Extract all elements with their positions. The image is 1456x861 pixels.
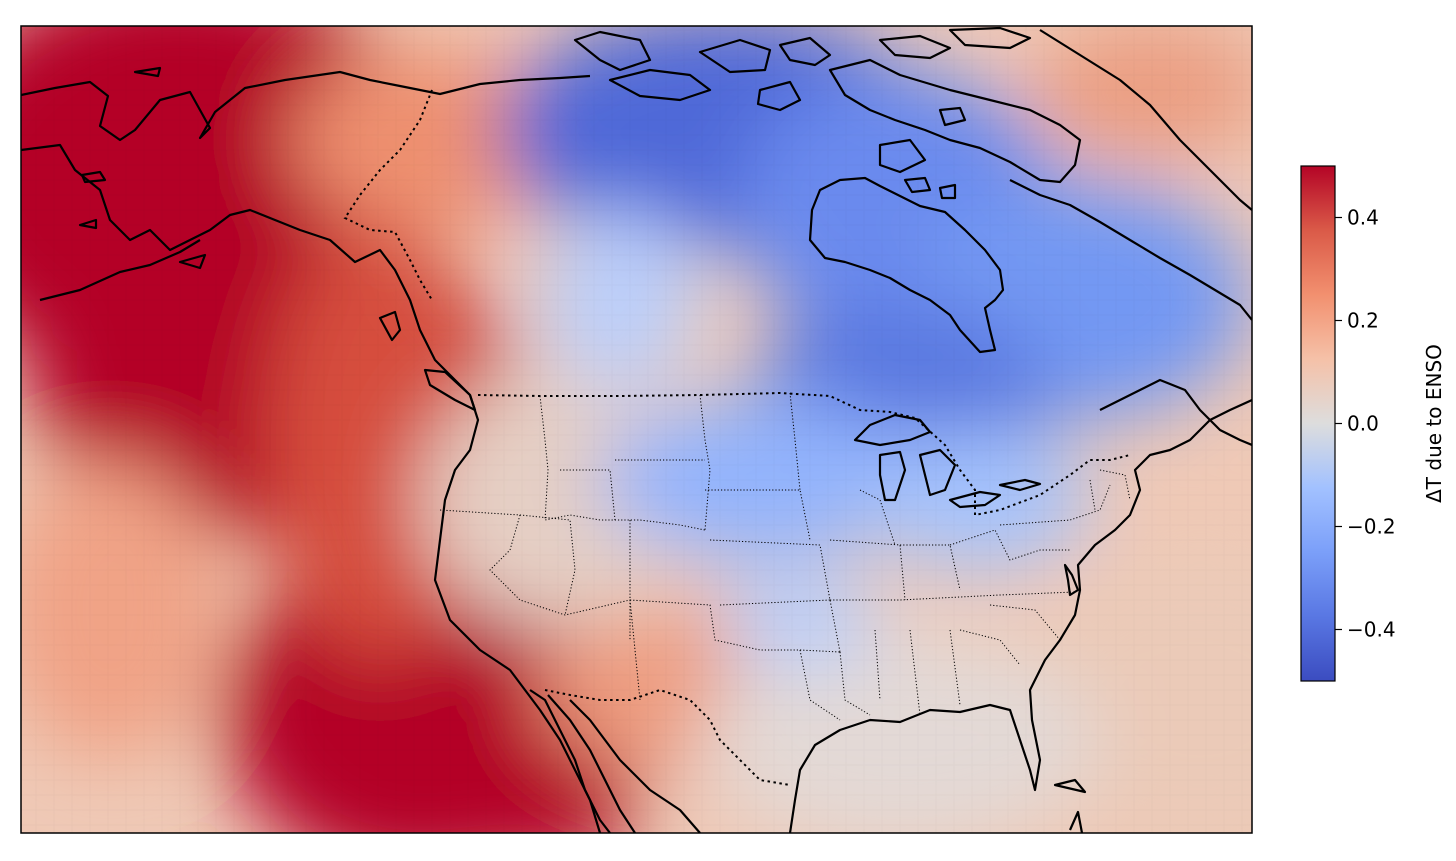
colorbar-tick-label: 0.2 [1347,309,1379,333]
colorbar-label: ΔT due to ENSO [1422,344,1446,503]
state-borders [439,392,1131,721]
colorbar-ticks: 0.4 0.2 0.0 −0.2 −0.4 [1335,206,1396,642]
colorbar: 0.4 0.2 0.0 −0.2 −0.4 ΔT due to ENSO [1300,165,1446,682]
colorbar-tick-label: −0.2 [1347,515,1396,539]
colorbar-tick-label: 0.0 [1347,412,1379,436]
colorbar-gradient [1301,166,1335,681]
map-frame [20,25,1253,834]
coastlines [21,26,1252,833]
colorbar-tick-label: −0.4 [1347,618,1396,642]
temperature-field [21,26,1252,833]
colorbar-tick-label: 0.4 [1347,206,1379,230]
